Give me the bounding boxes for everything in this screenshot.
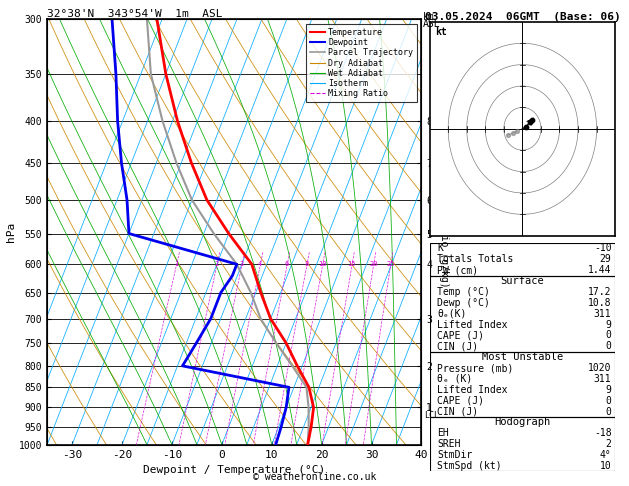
Text: CAPE (J): CAPE (J) bbox=[437, 396, 484, 406]
Text: Temp (°C): Temp (°C) bbox=[437, 287, 490, 297]
Text: ASL: ASL bbox=[423, 19, 440, 30]
Text: EH: EH bbox=[437, 428, 448, 438]
Bar bbox=[430, 417, 615, 471]
Text: θₑ(K): θₑ(K) bbox=[437, 309, 467, 319]
Text: Lifted Index: Lifted Index bbox=[437, 385, 508, 395]
Text: θₑ (K): θₑ (K) bbox=[437, 374, 472, 384]
Text: 1: 1 bbox=[174, 261, 178, 267]
Text: 15: 15 bbox=[347, 261, 356, 267]
Text: kt: kt bbox=[435, 27, 447, 37]
Text: Lifted Index: Lifted Index bbox=[437, 320, 508, 330]
Text: 9: 9 bbox=[606, 385, 611, 395]
Text: Hodograph: Hodograph bbox=[494, 417, 550, 428]
Text: 25: 25 bbox=[386, 261, 394, 267]
X-axis label: Dewpoint / Temperature (°C): Dewpoint / Temperature (°C) bbox=[143, 465, 325, 475]
Text: 0: 0 bbox=[606, 407, 611, 417]
Bar bbox=[430, 276, 615, 352]
Point bbox=[521, 123, 531, 131]
Text: Pressure (mb): Pressure (mb) bbox=[437, 363, 513, 373]
Text: 17.2: 17.2 bbox=[588, 287, 611, 297]
Text: SREH: SREH bbox=[437, 439, 460, 449]
Text: CIN (J): CIN (J) bbox=[437, 407, 478, 417]
Text: 3: 3 bbox=[239, 261, 243, 267]
Legend: Temperature, Dewpoint, Parcel Trajectory, Dry Adiabat, Wet Adiabat, Isotherm, Mi: Temperature, Dewpoint, Parcel Trajectory… bbox=[306, 24, 417, 103]
Text: 10: 10 bbox=[318, 261, 326, 267]
Text: 10.8: 10.8 bbox=[588, 298, 611, 308]
Text: 0: 0 bbox=[606, 330, 611, 341]
Text: Most Unstable: Most Unstable bbox=[482, 352, 563, 362]
Text: 10: 10 bbox=[599, 461, 611, 471]
Text: 6: 6 bbox=[284, 261, 289, 267]
Text: LCL: LCL bbox=[424, 411, 439, 420]
Bar bbox=[430, 352, 615, 417]
Text: 32°38'N  343°54'W  1m  ASL: 32°38'N 343°54'W 1m ASL bbox=[47, 9, 223, 18]
Text: 03.05.2024  06GMT  (Base: 06): 03.05.2024 06GMT (Base: 06) bbox=[425, 12, 620, 22]
Text: 0: 0 bbox=[606, 341, 611, 351]
Text: StmSpd (kt): StmSpd (kt) bbox=[437, 461, 502, 471]
Text: 8: 8 bbox=[304, 261, 309, 267]
Text: -10: -10 bbox=[594, 243, 611, 253]
Text: -18: -18 bbox=[594, 428, 611, 438]
Text: Totals Totals: Totals Totals bbox=[437, 254, 513, 264]
Point bbox=[503, 131, 513, 139]
Text: 311: 311 bbox=[594, 309, 611, 319]
Y-axis label: hPa: hPa bbox=[6, 222, 16, 242]
Point bbox=[525, 119, 535, 126]
Y-axis label: Mixing Ratio (g/kg): Mixing Ratio (g/kg) bbox=[439, 176, 449, 288]
Text: 2: 2 bbox=[214, 261, 218, 267]
Text: 0: 0 bbox=[606, 396, 611, 406]
Text: K: K bbox=[437, 243, 443, 253]
Text: 9: 9 bbox=[606, 320, 611, 330]
Text: PW (cm): PW (cm) bbox=[437, 265, 478, 275]
Text: km: km bbox=[423, 12, 435, 22]
Text: Dewp (°C): Dewp (°C) bbox=[437, 298, 490, 308]
Text: 1.44: 1.44 bbox=[588, 265, 611, 275]
Text: 4: 4 bbox=[258, 261, 262, 267]
Text: © weatheronline.co.uk: © weatheronline.co.uk bbox=[253, 472, 376, 482]
Text: 2: 2 bbox=[606, 439, 611, 449]
Text: Surface: Surface bbox=[501, 276, 544, 286]
Text: 4°: 4° bbox=[599, 450, 611, 460]
Text: 29: 29 bbox=[599, 254, 611, 264]
Text: StmDir: StmDir bbox=[437, 450, 472, 460]
Bar bbox=[430, 243, 615, 276]
Text: 1020: 1020 bbox=[588, 363, 611, 373]
Point bbox=[508, 129, 518, 137]
Point bbox=[512, 127, 522, 135]
Text: CAPE (J): CAPE (J) bbox=[437, 330, 484, 341]
Point bbox=[526, 116, 537, 124]
Text: 20: 20 bbox=[369, 261, 377, 267]
Text: 311: 311 bbox=[594, 374, 611, 384]
Text: CIN (J): CIN (J) bbox=[437, 341, 478, 351]
